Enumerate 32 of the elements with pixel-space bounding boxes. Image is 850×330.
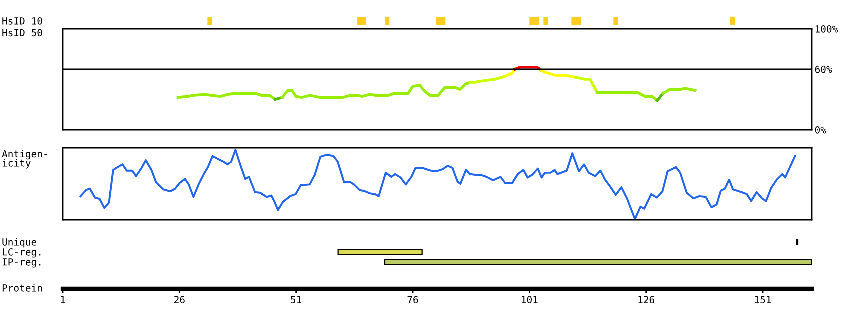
bar — [385, 17, 390, 25]
bar — [730, 17, 735, 25]
y-tick-label: HsID 10 — [2, 18, 42, 25]
bar — [384, 258, 812, 266]
x-tick-label: 126 — [638, 296, 654, 304]
y-axis-title: HsID 50 — [2, 29, 42, 37]
y-tick-label: Unique — [2, 238, 37, 248]
x-tick-label: 151 — [755, 296, 772, 304]
bar — [614, 17, 618, 25]
bar — [357, 17, 366, 25]
y-tick-label: LC-reg. — [3, 248, 41, 258]
x-tick-label: 51 — [291, 296, 302, 304]
bar — [572, 17, 581, 25]
x-tick-label: 76 — [408, 296, 418, 304]
x-tick-label: 1 — [61, 296, 66, 304]
bar — [338, 248, 423, 256]
bar — [544, 17, 548, 25]
x-tick-label: 26 — [174, 296, 185, 304]
y-tick-label: 60% — [815, 66, 832, 74]
line-series — [469, 75, 507, 84]
y-axis-title: Antigen- icity — [2, 150, 48, 169]
y-tick-label: IP-reg. — [2, 258, 41, 268]
y-tick-label: 100% — [816, 26, 838, 33]
x-tick-label: 101 — [522, 296, 538, 304]
bar — [436, 17, 446, 25]
bar — [530, 17, 539, 25]
line-series — [280, 81, 472, 100]
x-axis-title: Protein — [2, 284, 42, 292]
line-series — [540, 69, 577, 79]
bar — [208, 17, 212, 25]
y-tick-label: 0% — [815, 126, 826, 134]
line-series — [176, 92, 277, 102]
